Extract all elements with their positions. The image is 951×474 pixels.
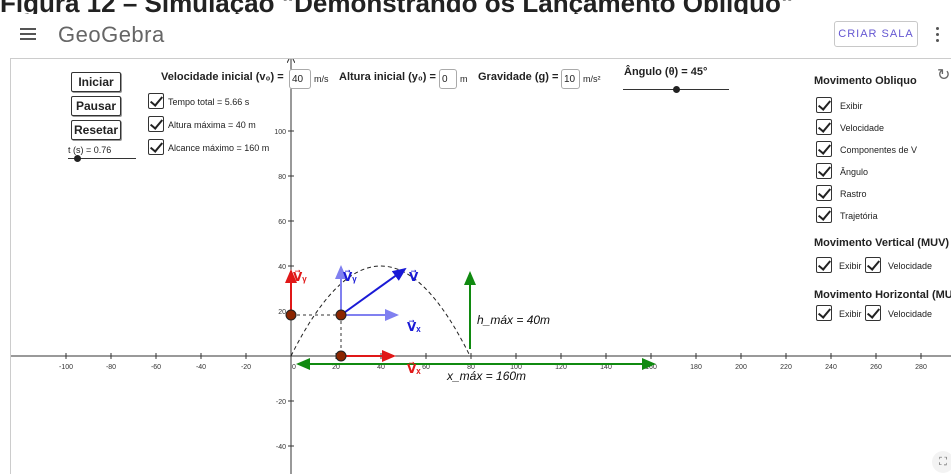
vertical-velocity-label: Velocidade xyxy=(888,261,933,271)
x-tick-label: -40 xyxy=(196,364,206,371)
figure-caption: Figura 12 – Simulação "Demonstrando os L… xyxy=(0,0,951,14)
oblique-title: Movimento Obliquo xyxy=(814,75,917,87)
x-max-label: x_máx = 160m xyxy=(446,369,526,383)
hamburger-menu-icon[interactable] xyxy=(20,28,36,40)
oblique-item-label: Rastro xyxy=(840,189,867,199)
y-tick-label: 60 xyxy=(278,219,286,226)
x-tick-label: 120 xyxy=(555,364,567,371)
x-tick-label: -100 xyxy=(59,364,73,371)
velocity-vector xyxy=(340,267,407,316)
x-tick-label: 160 xyxy=(645,364,657,371)
oblique-item-label: Componentes de V xyxy=(840,145,918,155)
horizontal-ball[interactable] xyxy=(335,350,347,362)
height-label: Altura inicial (y₀) = xyxy=(339,71,436,83)
top-bar: GeoGebra CRIAR SALA xyxy=(0,14,951,58)
x-tick-label: 140 xyxy=(600,364,612,371)
horizontal-show-label: Exibir xyxy=(839,309,862,319)
y-tick-label: -20 xyxy=(276,399,286,406)
gravity-label: Gravidade (g) = xyxy=(478,71,559,83)
x-tick-label: 180 xyxy=(690,364,702,371)
velocity-label: Velocidade inicial (v₀) = xyxy=(161,71,284,83)
oblique-checkbox-3[interactable] xyxy=(816,163,832,179)
y-tick-label: 20 xyxy=(278,309,286,316)
max-range-text: Alcance máximo = 160 m xyxy=(168,143,270,153)
horizontal-show-checkbox[interactable] xyxy=(816,305,832,321)
oblique-item-label: Velocidade xyxy=(840,123,885,133)
x-tick-label: 200 xyxy=(735,364,747,371)
y-tick-label: 100 xyxy=(274,129,286,136)
oblique-checkbox-4[interactable] xyxy=(816,185,832,201)
gravity-unit: m/s² xyxy=(583,74,601,84)
height-input[interactable]: 0 xyxy=(439,69,457,89)
max-range-checkbox[interactable] xyxy=(148,139,164,155)
height-unit: m xyxy=(460,74,468,84)
horizontal-title: Movimento Horizontal (MU xyxy=(814,289,951,301)
start-button[interactable]: Iniciar xyxy=(71,72,121,92)
max-height-text: Altura máxima = 40 m xyxy=(168,120,256,130)
total-time-label: Tempo total = 5.66 s xyxy=(168,97,250,107)
vx-red-label: V⃗ₓ xyxy=(407,362,421,376)
vertical-show-checkbox[interactable] xyxy=(816,257,832,273)
pause-button[interactable]: Pausar xyxy=(71,96,121,116)
time-slider-track[interactable] xyxy=(68,158,136,159)
vy-blue-label: V⃗ᵧ xyxy=(343,270,357,284)
angle-slider-knob[interactable] xyxy=(673,86,680,93)
x-tick-label: 220 xyxy=(780,364,792,371)
projectile-ball[interactable] xyxy=(335,309,347,321)
create-room-button[interactable]: CRIAR SALA xyxy=(834,21,918,47)
graph-view[interactable]: -100 -80 -60 -40 -20 0 20 40 60 80 100 120 140 160 180… xyxy=(11,59,951,474)
velocity-input[interactable]: 40 xyxy=(289,69,311,89)
x-tick-label: 260 xyxy=(870,364,882,371)
trajectory-curve xyxy=(290,265,471,357)
total-time-checkbox[interactable] xyxy=(148,93,164,109)
time-label: t (s) = 0.76 xyxy=(68,145,112,155)
y-tick-label: 40 xyxy=(278,264,286,271)
vx-blue-label: V⃗ₓ xyxy=(407,320,421,334)
x-tick-label: 20 xyxy=(332,364,340,371)
vertical-ball[interactable] xyxy=(285,309,297,321)
oblique-checkbox-0[interactable] xyxy=(816,97,832,113)
geogebra-applet[interactable]: -100 -80 -60 -40 -20 0 20 40 60 80 100 120 140 160 180… xyxy=(10,58,951,474)
oblique-item-label: Ângulo xyxy=(840,167,869,177)
oblique-item-label: Exibir xyxy=(840,101,863,111)
x-tick-label: -60 xyxy=(151,364,161,371)
vertical-title: Movimento Vertical (MUV) xyxy=(814,237,950,249)
x-tick-label: 60 xyxy=(422,364,430,371)
gravity-input[interactable]: 10 xyxy=(561,69,580,89)
x-tick-label: 40 xyxy=(377,364,385,371)
geogebra-logo: GeoGebra xyxy=(58,22,165,47)
vertical-show-label: Exibir xyxy=(839,261,862,271)
x-tick-label: 240 xyxy=(825,364,837,371)
x-tick-label: -20 xyxy=(241,364,251,371)
oblique-checkbox-1[interactable] xyxy=(816,119,832,135)
oblique-item-label: Trajetória xyxy=(840,211,878,221)
oblique-checkbox-2[interactable] xyxy=(816,141,832,157)
reset-button[interactable]: Resetar xyxy=(71,120,121,140)
horizontal-velocity-label: Velocidade xyxy=(888,309,933,319)
refresh-icon[interactable]: ↻ xyxy=(937,67,951,84)
angle-label: Ângulo (θ) = 45° xyxy=(624,66,708,78)
velocity-unit: m/s xyxy=(314,74,329,84)
x-tick-label: 280 xyxy=(915,364,927,371)
x-tick-label: 0 xyxy=(292,364,296,371)
vy-red-label: V⃗ᵧ xyxy=(293,270,307,284)
vertical-velocity-checkbox[interactable] xyxy=(865,257,881,273)
time-slider-knob[interactable] xyxy=(73,155,81,162)
oblique-checkbox-5[interactable] xyxy=(816,207,832,223)
y-tick-label: 80 xyxy=(278,174,286,181)
fullscreen-icon[interactable]: ⛶ xyxy=(932,451,951,473)
horizontal-velocity-checkbox[interactable] xyxy=(865,305,881,321)
max-height-checkbox[interactable] xyxy=(148,116,164,132)
h-max-label: h_máx = 40m xyxy=(477,313,550,327)
y-tick-label: -40 xyxy=(276,444,286,451)
v-label: V⃗ xyxy=(409,270,419,284)
x-tick-label: -80 xyxy=(106,364,116,371)
more-options-icon[interactable] xyxy=(936,27,940,45)
